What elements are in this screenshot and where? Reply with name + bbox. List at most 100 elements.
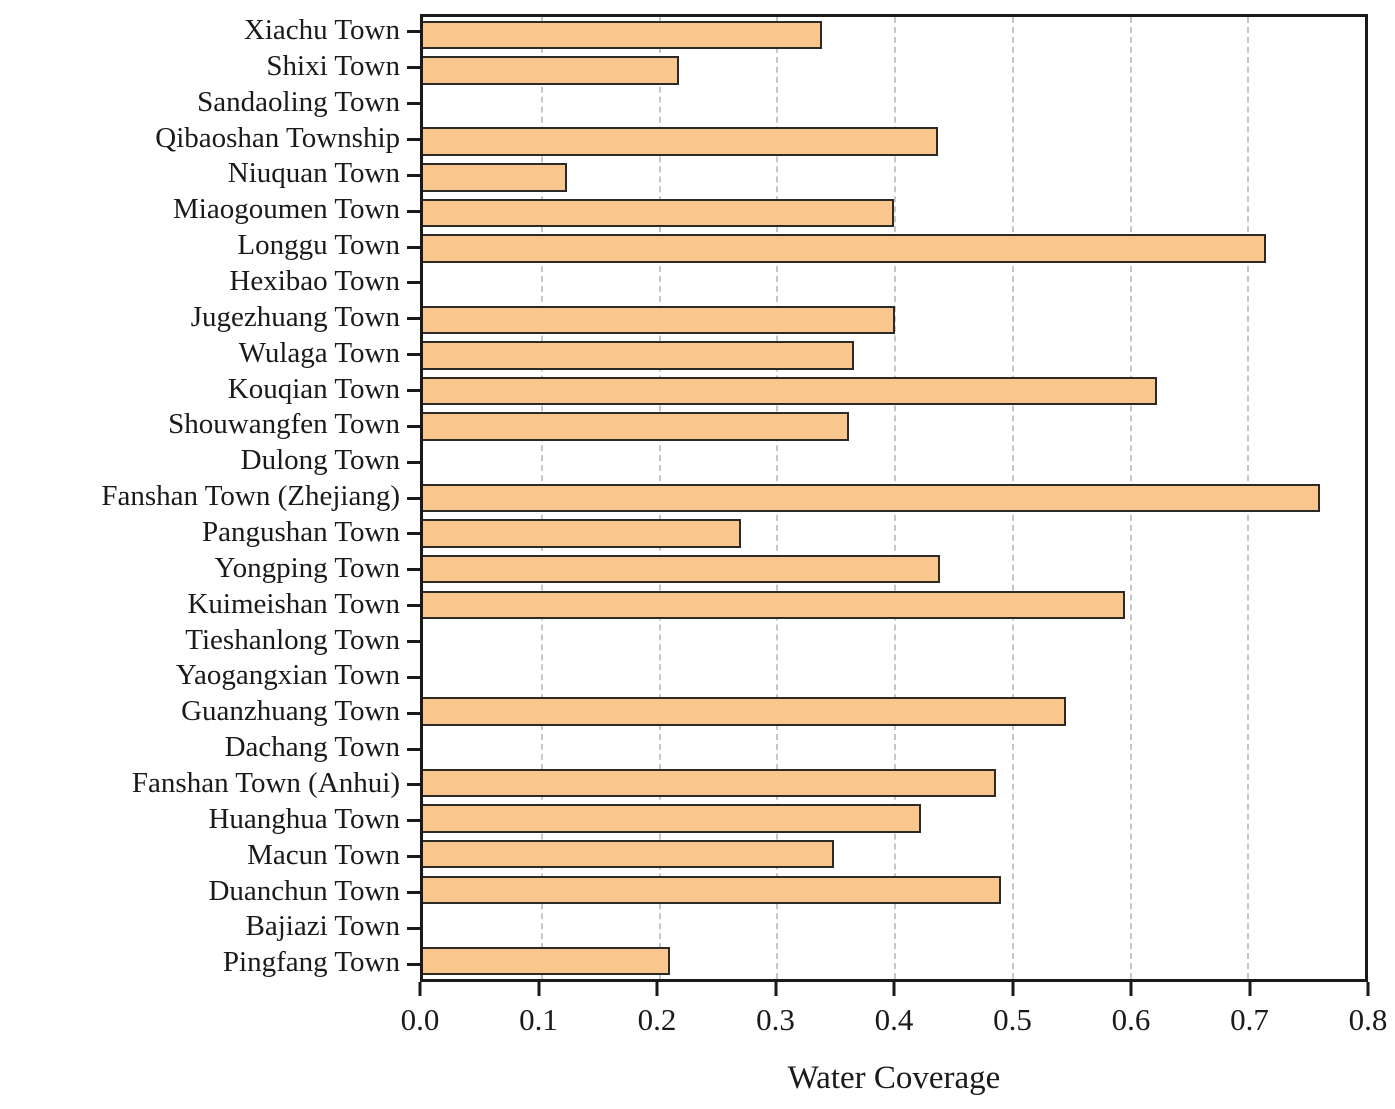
y-label-row: Jugezhuang Town xyxy=(0,301,420,337)
y-tick-label: Sandaoling Town xyxy=(197,85,400,118)
x-tick-mark xyxy=(1129,982,1133,996)
bar xyxy=(423,590,1125,620)
bar-row xyxy=(423,943,1365,979)
y-tick-mark xyxy=(407,819,420,823)
y-tick-label: Fanshan Town (Anhui) xyxy=(131,766,400,799)
x-tick-label: 0.7 xyxy=(1230,1002,1269,1037)
bar xyxy=(423,946,671,976)
x-tick-mark xyxy=(1366,982,1370,996)
y-tick-mark xyxy=(407,926,420,930)
bar xyxy=(423,376,1157,406)
x-tick-label: 0.3 xyxy=(756,1002,795,1037)
bar xyxy=(423,341,854,370)
x-tick-label: 0.0 xyxy=(400,1002,440,1037)
y-tick-label: Yongping Town xyxy=(214,551,400,584)
bar-row xyxy=(423,302,1365,338)
y-tick-mark xyxy=(407,568,420,572)
y-label-row: Shouwangfen Town xyxy=(0,408,420,444)
x-tick-mark xyxy=(892,982,896,996)
y-tick-label: Pangushan Town xyxy=(201,515,400,548)
x-tick-mark xyxy=(774,982,777,996)
bar-row xyxy=(423,587,1365,623)
y-label-row: Guanzhuang Town xyxy=(0,695,420,731)
y-tick-label: Fanshan Town (Zhejiang) xyxy=(101,480,400,513)
bar xyxy=(423,697,1066,726)
bar xyxy=(423,412,850,441)
y-tick-mark xyxy=(407,209,420,213)
y-tick-label: Duanchun Town xyxy=(208,874,400,907)
y-tick-mark xyxy=(407,783,420,787)
y-tick-mark xyxy=(407,66,420,70)
y-tick-mark xyxy=(407,353,420,357)
y-tick-mark xyxy=(407,460,420,464)
bar-row xyxy=(423,480,1365,516)
x-axis-title: Water Coverage xyxy=(787,1060,1001,1096)
y-tick-label: Jugezhuang Town xyxy=(190,300,400,333)
bar-row xyxy=(423,338,1365,374)
y-tick-label: Dachang Town xyxy=(224,731,400,764)
bar-row xyxy=(423,445,1365,481)
y-label-row: Dachang Town xyxy=(0,731,420,767)
x-tick-label: 0.1 xyxy=(519,1002,558,1037)
y-tick-mark xyxy=(407,640,420,644)
y-label-row: Sandaoling Town xyxy=(0,86,420,122)
y-label-row: Longgu Town xyxy=(0,229,420,265)
bar-row xyxy=(423,160,1365,196)
y-tick-label: Wulaga Town xyxy=(238,336,400,369)
y-tick-label: Shixi Town xyxy=(266,49,400,82)
y-label-row: Dulong Town xyxy=(0,444,420,480)
y-label-row: Duanchun Town xyxy=(0,875,420,911)
y-label-row: Pingfang Town xyxy=(0,946,420,982)
bar xyxy=(423,483,1321,513)
x-tick-label: 0.5 xyxy=(993,1002,1032,1037)
bar-row xyxy=(423,266,1365,302)
y-label-row: Tieshanlong Town xyxy=(0,624,420,660)
y-label-row: Kouqian Town xyxy=(0,373,420,409)
y-label-row: Huanghua Town xyxy=(0,803,420,839)
bar xyxy=(423,56,679,85)
bar xyxy=(423,554,940,584)
y-tick-mark xyxy=(407,711,420,715)
y-label-row: Qibaoshan Township xyxy=(0,122,420,158)
bar-row xyxy=(423,872,1365,908)
y-tick-mark xyxy=(407,281,420,285)
bar-row xyxy=(423,836,1365,872)
y-tick-mark xyxy=(407,855,420,859)
y-label-row: Yongping Town xyxy=(0,552,420,588)
y-tick-mark xyxy=(407,604,420,608)
y-tick-mark xyxy=(407,532,420,536)
y-label-row: Fanshan Town (Zhejiang) xyxy=(0,480,420,516)
x-tick-label: 0.2 xyxy=(637,1002,677,1037)
y-label-row: Yaogangxian Town xyxy=(0,659,420,695)
bar xyxy=(423,519,741,548)
y-tick-label: Shouwangfen Town xyxy=(168,408,400,441)
bar-row xyxy=(423,231,1365,267)
bar xyxy=(423,20,823,50)
y-tick-label: Miaogoumen Town xyxy=(172,193,400,226)
y-label-row: Wulaga Town xyxy=(0,337,420,373)
y-tick-label: Dulong Town xyxy=(240,444,400,477)
y-tick-label: Kuimeishan Town xyxy=(187,587,400,620)
x-tick-mark xyxy=(1248,982,1251,996)
y-tick-label: Huanghua Town xyxy=(208,802,400,835)
y-axis-labels: Xiachu Town Shixi Town Sandaoling Town Qiba… xyxy=(0,14,420,982)
y-tick-mark xyxy=(407,102,420,106)
bar xyxy=(423,839,834,869)
bar-row xyxy=(423,373,1365,409)
bar-row xyxy=(423,623,1365,659)
y-tick-mark xyxy=(407,317,420,321)
bar xyxy=(423,875,1002,905)
bar-row xyxy=(423,551,1365,587)
bar xyxy=(423,234,1267,263)
bar-row xyxy=(423,730,1365,766)
bar xyxy=(423,768,997,798)
x-tick-label: 0.6 xyxy=(1111,1002,1151,1037)
plot-area xyxy=(420,14,1368,982)
y-tick-label: Pingfang Town xyxy=(222,946,400,979)
y-label-row: Bajiazi Town xyxy=(0,910,420,946)
bar-row xyxy=(423,658,1365,694)
bar xyxy=(423,163,567,192)
bar-rows xyxy=(423,17,1365,979)
y-tick-label: Niuquan Town xyxy=(227,157,400,190)
